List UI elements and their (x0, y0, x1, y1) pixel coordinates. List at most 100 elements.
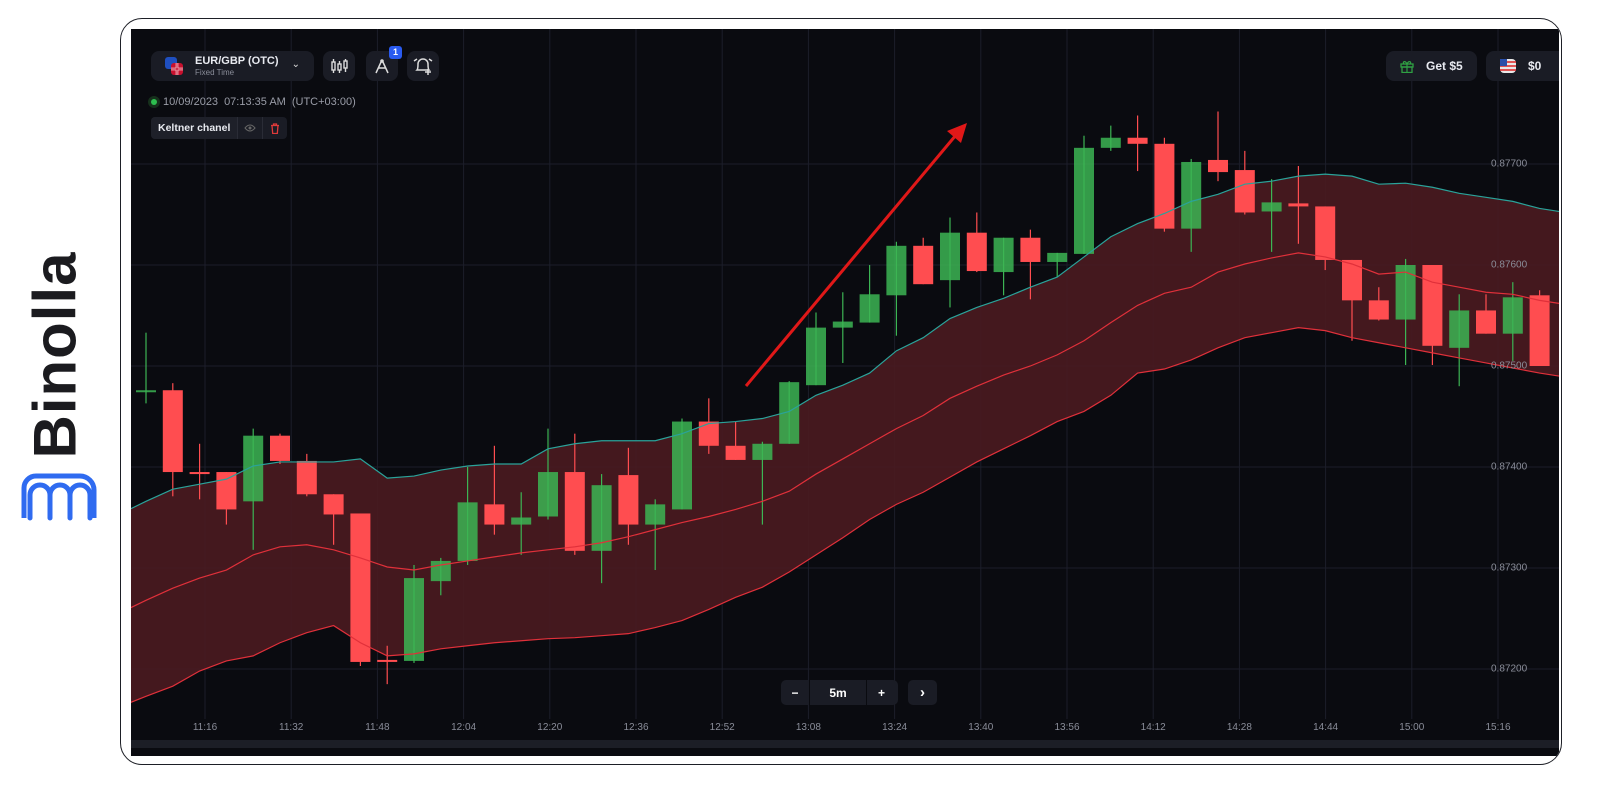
y-tick-label: 0.87700 (1491, 158, 1528, 170)
bullish-candle (672, 421, 692, 510)
server-time: 10/09/2023 07:13:35 AM (UTC+03:00) (151, 96, 356, 108)
chart-scrollbar[interactable] (131, 740, 1559, 748)
y-tick-label: 0.87400 (1491, 461, 1528, 473)
bullish-candle (752, 443, 773, 460)
asset-selector[interactable]: EUR/GBP (OTC) Fixed Time ⌄ (151, 51, 314, 81)
bullish-candle (511, 517, 532, 525)
chart-type-button[interactable] (323, 51, 355, 81)
trash-icon[interactable] (262, 117, 287, 139)
keltner-middle-line (131, 252, 1559, 609)
compass-icon (375, 59, 389, 74)
chevron-down-icon: ⌄ (291, 59, 300, 70)
bullish-candle (1100, 137, 1121, 148)
drawings-count-badge: 1 (389, 46, 402, 59)
zoom-out-button[interactable]: − (791, 685, 799, 700)
y-tick-label: 0.87600 (1491, 259, 1528, 271)
x-tick-label: 12:36 (623, 722, 649, 733)
bullish-candle (832, 321, 853, 328)
binolla-logo-icon (21, 473, 97, 521)
account-balance-button[interactable]: $0 (1486, 51, 1559, 81)
trading-chart[interactable]: EUR/GBP (OTC) Fixed Time ⌄ 1 10/09/2023 … (131, 29, 1559, 756)
bearish-candle (725, 445, 746, 460)
bullish-candle (1047, 252, 1068, 262)
brand-name: Binolla (21, 251, 89, 459)
bullish-candle (859, 294, 880, 323)
bearish-candle (1476, 310, 1496, 334)
indicator-name[interactable]: Keltner chanel (151, 117, 238, 139)
zoom-in-button[interactable]: + (877, 685, 885, 700)
x-tick-label: 13:40 (968, 722, 994, 733)
alarm-add-icon (413, 58, 433, 75)
balance-value: $0 (1528, 59, 1542, 73)
bullish-candle (645, 504, 666, 525)
scroll-next-button[interactable]: › (908, 680, 937, 705)
bullish-candle (806, 327, 826, 386)
time: 07:13:35 AM (224, 96, 286, 108)
bearish-candle (564, 472, 585, 551)
x-tick-label: 15:16 (1485, 722, 1511, 733)
bullish-candle (1502, 297, 1523, 334)
bearish-candle (1127, 137, 1148, 144)
x-tick-label: 13:56 (1054, 722, 1080, 733)
bearish-candle (216, 472, 237, 510)
bearish-candle (1368, 300, 1389, 320)
x-tick-label: 13:08 (795, 722, 821, 733)
x-tick-label: 12:52 (709, 722, 735, 733)
keltner-band-fill (131, 174, 1559, 703)
date: 10/09/2023 (163, 96, 219, 108)
bearish-candle (966, 232, 987, 272)
add-alert-button[interactable] (407, 51, 439, 81)
bearish-candle (1020, 237, 1041, 262)
eye-icon[interactable] (237, 117, 262, 139)
bullish-candle (457, 502, 478, 561)
bullish-candle (1449, 310, 1470, 348)
indicator-keltner: Keltner chanel (151, 117, 288, 139)
bullish-candle (1395, 265, 1416, 320)
bullish-candle (243, 435, 264, 502)
y-tick-label: 0.87500 (1491, 360, 1528, 372)
timeframe-zoom-control: − 5m + (781, 680, 898, 705)
trend-arrow-line (744, 134, 958, 387)
x-tick-label: 14:28 (1226, 722, 1252, 733)
x-tick-label: 13:24 (882, 722, 908, 733)
bearish-candle (1154, 143, 1175, 229)
bullish-candle (1261, 202, 1282, 212)
chevron-right-icon: › (920, 684, 925, 701)
bearish-candle (913, 245, 934, 285)
bearish-candle (323, 494, 344, 515)
x-tick-label: 12:20 (537, 722, 563, 733)
drawings-button[interactable]: 1 (366, 46, 402, 81)
bullish-candle (940, 232, 960, 281)
x-tick-label: 12:04 (451, 722, 477, 733)
get-bonus-label: Get $5 (1426, 59, 1463, 73)
bearish-candle (1234, 170, 1255, 213)
keltner-upper-line (131, 173, 1559, 510)
eu-gb-flag-icon (165, 57, 183, 75)
x-tick-label: 11:32 (279, 722, 304, 733)
candlestick-icon (331, 59, 348, 73)
x-tick-label: 14:44 (1313, 722, 1339, 733)
get-bonus-button[interactable]: Get $5 (1386, 51, 1477, 81)
bearish-candle (377, 659, 398, 662)
bullish-candle (591, 485, 612, 551)
gift-icon (1400, 60, 1414, 73)
price-chart[interactable] (131, 29, 1559, 756)
asset-type: Fixed Time (195, 68, 235, 77)
bearish-candle (1422, 265, 1443, 346)
bearish-candle (350, 513, 371, 662)
online-status-icon (151, 99, 157, 105)
x-tick-label: 14:12 (1140, 722, 1166, 733)
bearish-candle (270, 435, 290, 461)
bullish-candle (886, 245, 907, 296)
bullish-candle (1181, 161, 1202, 229)
bullish-candle (404, 578, 424, 661)
x-tick-label: 15:00 (1399, 722, 1425, 733)
us-flag-icon (1500, 59, 1516, 73)
bearish-candle (189, 472, 210, 475)
bearish-candle (618, 475, 639, 525)
keltner-lower-line (131, 327, 1559, 703)
bearish-candle (1208, 159, 1228, 173)
trend-arrow-head-icon (947, 123, 967, 143)
bearish-candle (484, 504, 505, 525)
timeframe-value[interactable]: 5m (809, 680, 867, 705)
